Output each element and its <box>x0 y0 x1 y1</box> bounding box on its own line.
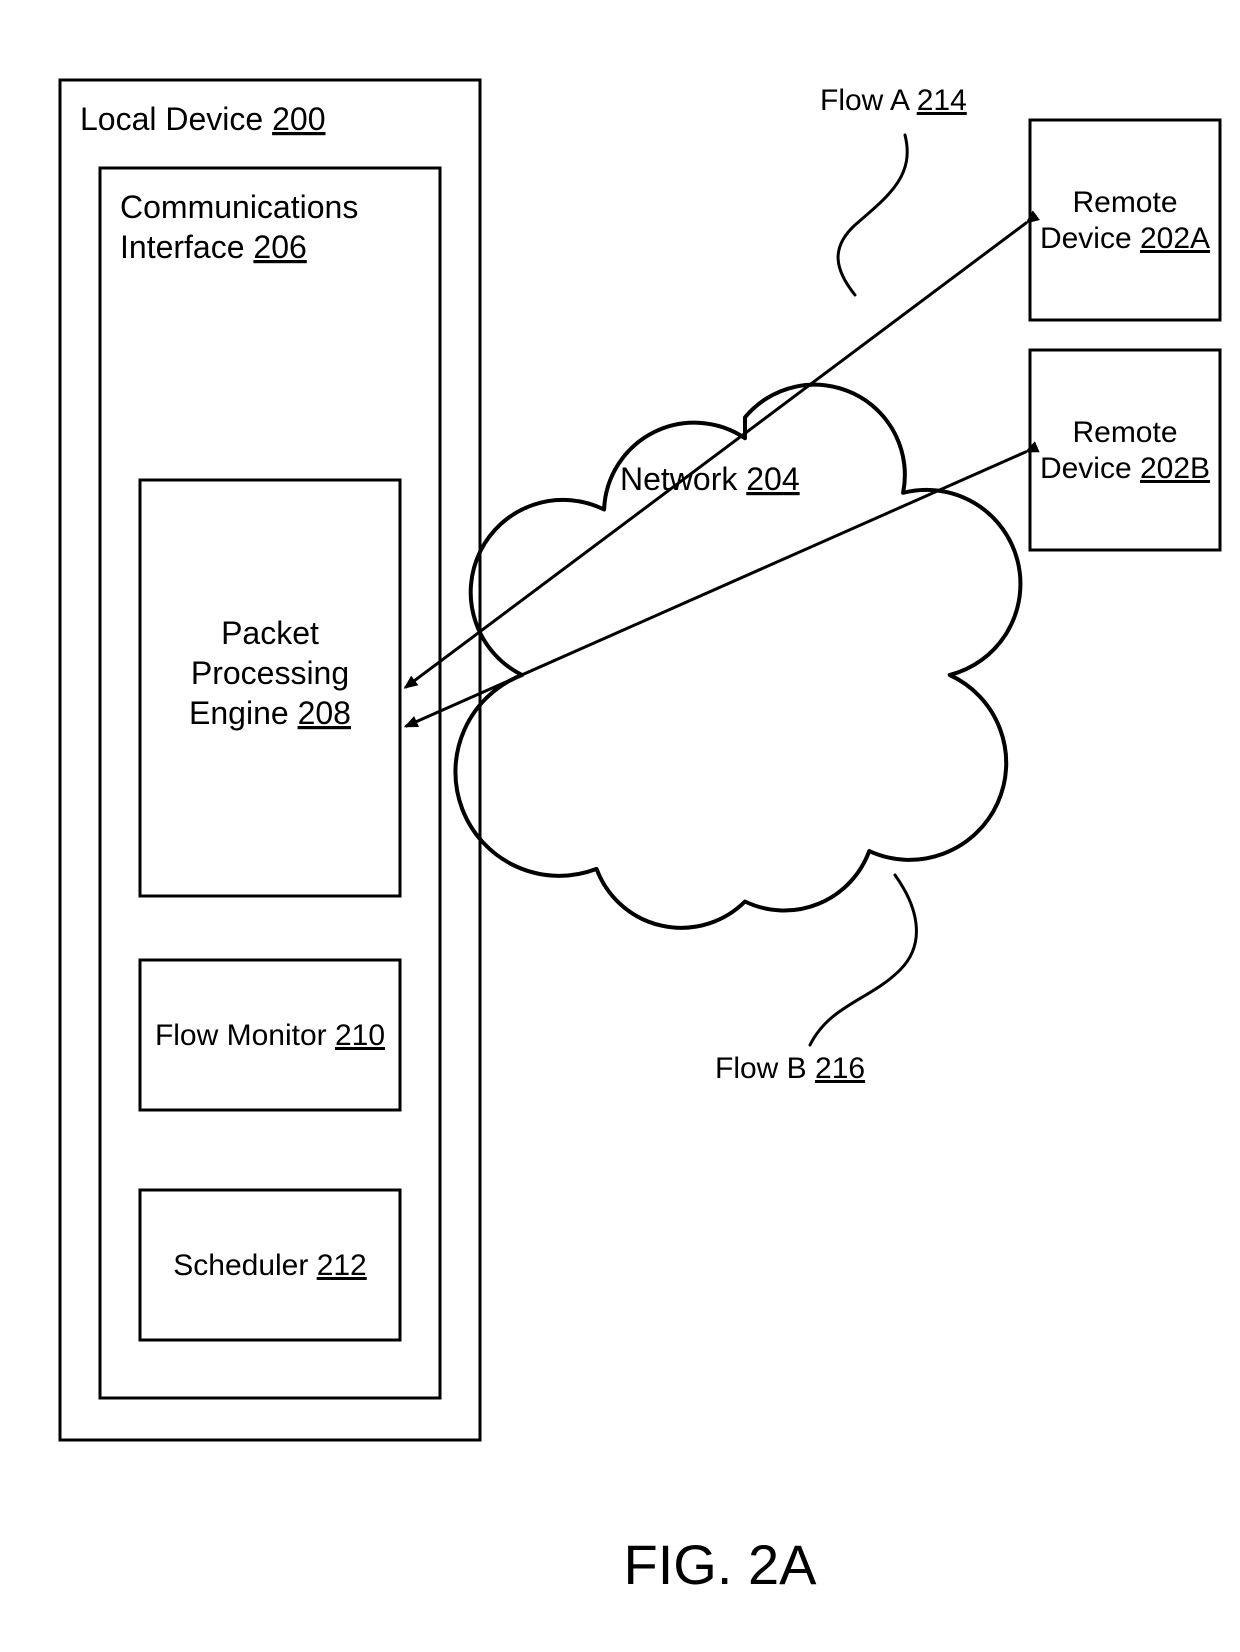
local-device-box <box>60 80 480 1440</box>
communications-interface-title-l1: Communications <box>120 189 358 225</box>
communications-interface-title-l2: Interface 206 <box>120 229 307 265</box>
packet-engine-l1: Packet <box>221 615 319 651</box>
packet-engine-l2: Processing <box>191 655 349 691</box>
communications-interface-box <box>100 168 440 1398</box>
network-label: Network 204 <box>620 461 800 497</box>
flow-a-callout <box>838 135 907 295</box>
flow-a-arrow <box>405 222 1027 687</box>
remote-device-b-l1: Remote <box>1072 416 1177 449</box>
figure-label: FIG. 2A <box>624 1533 818 1596</box>
remote-device-a-l2: Device 202A <box>1040 222 1210 255</box>
flow-a-label: Flow A 214 <box>820 84 967 117</box>
remote-device-b-l2: Device 202B <box>1040 452 1210 485</box>
flow-b-label: Flow B 216 <box>715 1052 865 1085</box>
remote-device-b-box <box>1030 350 1220 550</box>
packet-engine-l3: Engine 208 <box>189 695 351 731</box>
remote-device-a-box <box>1030 120 1220 320</box>
local-device-title: Local Device 200 <box>80 101 325 137</box>
scheduler-title: Scheduler 212 <box>173 1249 367 1282</box>
flow-monitor-title: Flow Monitor 210 <box>155 1019 385 1052</box>
remote-device-a-l1: Remote <box>1072 186 1177 219</box>
